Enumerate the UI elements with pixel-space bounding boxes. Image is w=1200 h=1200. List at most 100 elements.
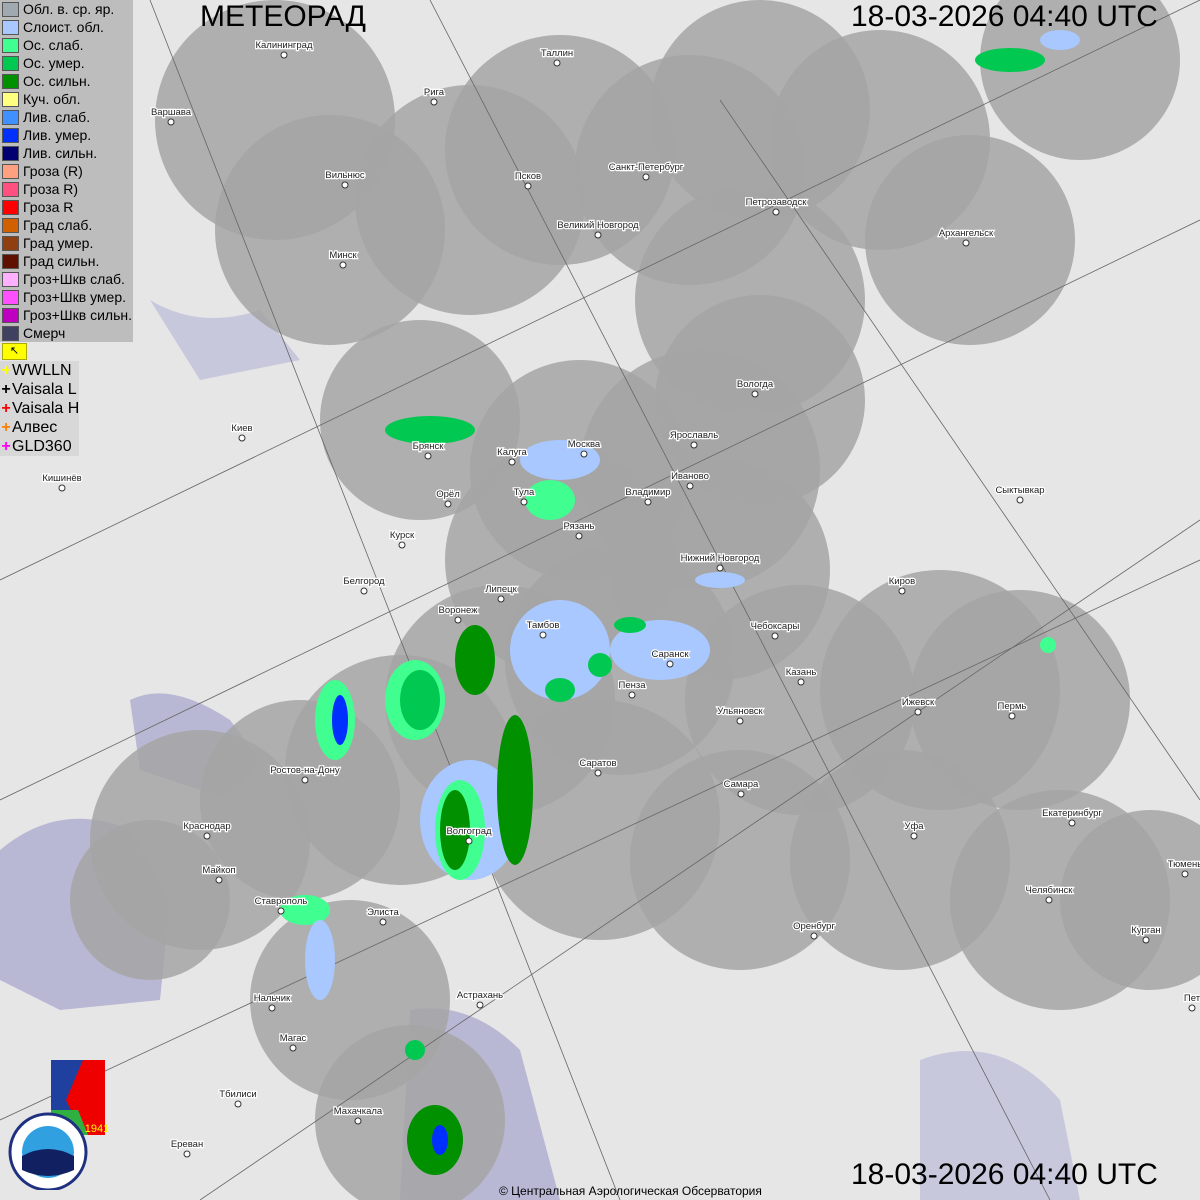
city-marker: Ижевск xyxy=(901,696,936,716)
city-label: Тюмень xyxy=(1168,859,1200,870)
city-label: Архангельск xyxy=(939,228,994,239)
city-label: Саратов xyxy=(579,758,616,769)
legend-swatch xyxy=(2,55,19,71)
city-dot-icon xyxy=(1142,936,1150,944)
legend-swatch xyxy=(2,325,19,341)
city-dot-icon xyxy=(454,616,462,624)
legend-swatch xyxy=(2,199,19,215)
legend-swatch xyxy=(2,217,19,233)
cities: Калининград Таллин Рига Варшава Вильнюс Псков… xyxy=(41,39,1200,1158)
city-label: Вологда xyxy=(737,379,774,390)
city-label: Пермь xyxy=(998,701,1027,712)
city-marker: Нальчик xyxy=(253,992,292,1012)
city-label: Пет xyxy=(1184,993,1200,1004)
lightning-network-toggle[interactable]: + Алвес xyxy=(0,418,79,437)
city-dot-icon xyxy=(280,51,288,59)
radar-range xyxy=(480,700,720,940)
city-dot-icon xyxy=(716,564,724,572)
city-marker: Самара xyxy=(722,778,760,798)
precip-area xyxy=(405,1040,425,1060)
city-dot-icon xyxy=(810,932,818,940)
city-marker: Ярославль xyxy=(669,429,719,449)
city-dot-icon xyxy=(628,691,636,699)
city-marker: Тамбов xyxy=(525,619,561,639)
city-marker: Ставрополь xyxy=(253,895,309,915)
legend-item: Обл. в. ср. яр. xyxy=(0,0,133,18)
city-marker: Пенза xyxy=(617,679,647,699)
precipitation xyxy=(280,30,1080,1175)
city-marker: Великий Новгород xyxy=(556,219,640,239)
cross-icon: + xyxy=(1,418,11,436)
precip-area xyxy=(305,920,335,1000)
city-marker: Махачкала xyxy=(333,1105,384,1125)
city-label: Кишинёв xyxy=(42,473,81,484)
lightning-network-toggle[interactable]: + WWLLN xyxy=(0,361,79,380)
city-marker: Челябинск xyxy=(1024,884,1075,904)
roshydromet-logo-icon xyxy=(8,1112,88,1190)
city-label: Махачкала xyxy=(334,1106,383,1117)
flag-icon[interactable]: ↖ xyxy=(2,343,27,360)
cross-icon: + xyxy=(1,437,11,455)
city-label: Казань xyxy=(786,667,817,678)
city-marker: Ульяновск xyxy=(716,705,765,725)
legend-label: Обл. в. ср. яр. xyxy=(23,1,115,17)
city-dot-icon xyxy=(508,458,516,466)
lightning-network-toggle[interactable]: + Vaisala L xyxy=(0,380,79,399)
city-dot-icon xyxy=(424,452,432,460)
legend-label: Ос. слаб. xyxy=(23,37,84,53)
city-label: Орёл xyxy=(436,489,460,500)
legend-label: Слоист. обл. xyxy=(23,19,104,35)
timestamp-bottom: 18-03-2026 04:40 UTC xyxy=(851,1158,1158,1191)
city-label: Волгоград xyxy=(446,826,492,837)
city-dot-icon xyxy=(642,173,650,181)
city-label: Нижний Новгород xyxy=(681,553,760,564)
legend-swatch xyxy=(2,1,19,17)
city-dot-icon xyxy=(268,1004,276,1012)
legend-item: Ос. сильн. xyxy=(0,72,133,90)
city-marker: Киров xyxy=(888,575,916,595)
city-label: Вильнюс xyxy=(325,170,365,181)
city-label: Липецк xyxy=(485,584,517,595)
city-label: Ярославль xyxy=(670,430,718,441)
precip-area xyxy=(455,625,495,695)
city-dot-icon xyxy=(1016,496,1024,504)
city-dot-icon xyxy=(914,708,922,716)
city-label: Воронеж xyxy=(439,605,479,616)
city-marker: Архангельск xyxy=(938,227,995,247)
city-marker: Липецк xyxy=(484,583,519,603)
legend-swatch xyxy=(2,181,19,197)
logos: 1941 xyxy=(8,1060,108,1190)
city-marker: Астрахань xyxy=(456,989,504,1009)
city-label: Сыктывкар xyxy=(995,485,1044,496)
precip-area xyxy=(695,572,745,588)
radar-coverage xyxy=(70,0,1200,1200)
lightning-network-toggle[interactable]: + GLD360 xyxy=(0,437,79,456)
lightning-network-toggle[interactable]: + Vaisala H xyxy=(0,399,79,418)
timestamp-top: 18-03-2026 04:40 UTC xyxy=(851,0,1158,33)
city-dot-icon xyxy=(238,434,246,442)
city-dot-icon xyxy=(686,482,694,490)
legend-label: Град слаб. xyxy=(23,217,93,233)
precip-area xyxy=(520,440,600,480)
legend-swatch xyxy=(2,307,19,323)
city-dot-icon xyxy=(339,261,347,269)
city-marker: Сыктывкар xyxy=(994,484,1046,504)
city-dot-icon xyxy=(444,500,452,508)
legend-item: Лив. умер. xyxy=(0,126,133,144)
legend-swatch xyxy=(2,127,19,143)
city-dot-icon xyxy=(58,484,66,492)
city-dot-icon xyxy=(771,632,779,640)
cross-icon: + xyxy=(1,399,11,417)
city-dot-icon xyxy=(772,208,780,216)
city-marker: Краснодар xyxy=(182,820,232,840)
lightning-label: GLD360 xyxy=(12,437,72,455)
city-dot-icon xyxy=(797,678,805,686)
legend-swatch xyxy=(2,73,19,89)
city-label: Минск xyxy=(329,250,357,261)
city-marker: Минск xyxy=(328,249,359,269)
city-label: Тула xyxy=(514,487,535,498)
city-marker: Казань xyxy=(784,666,818,686)
city-dot-icon xyxy=(594,231,602,239)
precip-area xyxy=(588,653,612,677)
